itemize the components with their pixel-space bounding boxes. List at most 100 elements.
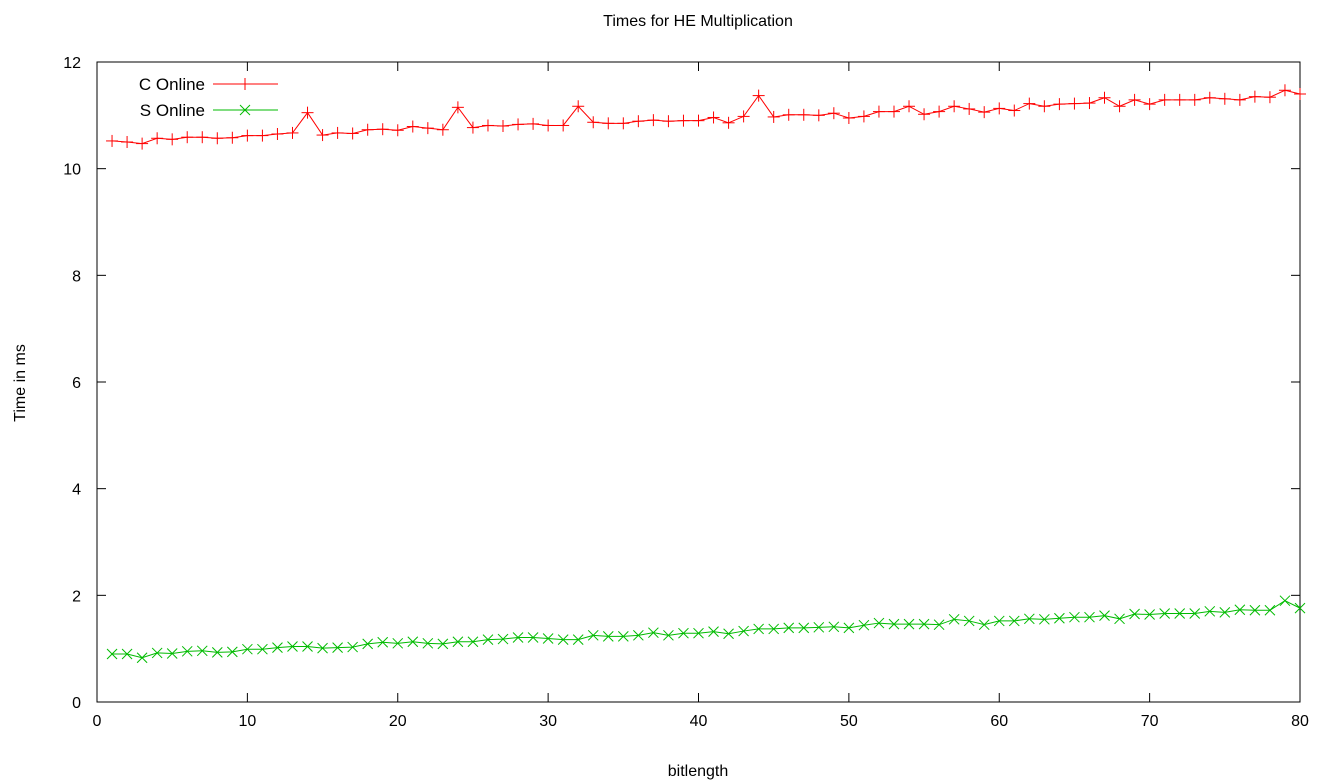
data-point-s-online (708, 626, 719, 637)
data-point-s-online (1219, 607, 1231, 618)
y-tick-label: 0 (72, 695, 81, 712)
data-point-c-online (827, 107, 840, 120)
data-point-c-online (557, 119, 570, 132)
data-point-s-online (933, 619, 945, 631)
data-point-c-online (707, 111, 720, 124)
data-point-c-online (978, 106, 991, 119)
data-point-c-online (211, 132, 224, 145)
data-point-c-online (752, 89, 765, 102)
data-point-c-online (376, 123, 389, 136)
y-tick-label: 12 (63, 55, 81, 72)
data-point-c-online (331, 126, 344, 139)
data-point-s-online (106, 648, 118, 660)
data-point-c-online (963, 102, 976, 115)
data-point-c-online (512, 118, 525, 131)
data-point-s-online (1008, 615, 1020, 627)
y-tick-label: 2 (72, 588, 81, 605)
data-point-s-online (768, 623, 780, 635)
data-point-s-online (678, 627, 689, 639)
legend-marker-c-online (239, 78, 251, 90)
data-point-c-online (226, 131, 239, 144)
ticks-layer: 0 10 20 30 40 50 60 70 80 0 2 4 6 8 10 12 (63, 55, 1309, 730)
data-point-c-online (1294, 88, 1306, 100)
data-point-s-online (226, 646, 238, 658)
data-point-s-online (557, 634, 569, 645)
data-point-c-online (1173, 93, 1186, 106)
legend-marker-s-online (239, 104, 251, 116)
data-point-s-online (738, 625, 749, 637)
data-point-c-online (256, 129, 269, 142)
data-point-s-online (723, 628, 734, 640)
data-point-c-online (1203, 91, 1216, 104)
data-point-s-online (753, 623, 765, 635)
x-tick-label: 20 (389, 713, 407, 730)
data-point-c-online (271, 128, 284, 140)
data-point-c-online (692, 114, 705, 127)
data-point-c-online (136, 137, 149, 150)
data-point-c-online (1083, 97, 1096, 110)
data-point-c-online (391, 124, 404, 137)
data-point-c-online (1053, 98, 1066, 111)
data-point-s-online (1159, 608, 1171, 619)
legend-label-c-online: C Online (139, 75, 205, 94)
data-point-s-online (482, 634, 494, 645)
data-point-s-online (1054, 612, 1065, 624)
data-point-s-online (332, 642, 343, 653)
data-point-c-online (497, 120, 510, 132)
data-point-s-online (121, 648, 133, 660)
data-point-s-online (648, 627, 659, 639)
data-point-c-online (181, 131, 194, 144)
data-point-s-online (196, 645, 208, 657)
data-point-s-online (693, 627, 704, 639)
data-point-s-online (903, 618, 915, 630)
data-point-c-online (451, 101, 464, 114)
data-point-c-online (617, 117, 630, 130)
data-point-s-online (888, 618, 900, 630)
data-point-s-online (136, 652, 148, 664)
y-tick-label: 8 (72, 268, 81, 285)
data-point-s-online (1069, 611, 1080, 623)
data-point-c-online (782, 108, 795, 121)
data-point-s-online (392, 637, 404, 649)
x-tick-label: 0 (93, 713, 102, 730)
data-point-c-online (572, 100, 585, 113)
data-point-c-online (527, 117, 540, 130)
data-point-c-online (1113, 100, 1126, 113)
data-point-c-online (1023, 97, 1036, 110)
data-point-s-online (377, 636, 389, 648)
data-point-s-online (1174, 608, 1186, 619)
x-tick-label: 10 (238, 713, 256, 730)
y-axis-label: Time in ms (12, 344, 29, 422)
data-point-s-online (873, 617, 885, 629)
data-point-s-online (527, 632, 539, 643)
data-point-c-online (812, 109, 825, 122)
data-point-c-online (933, 105, 946, 118)
data-point-s-online (302, 641, 313, 652)
x-tick-label: 40 (690, 713, 708, 730)
data-point-c-online (121, 136, 134, 148)
data-point-s-online (542, 633, 554, 644)
data-point-s-online (798, 622, 810, 634)
data-point-c-online (1143, 98, 1156, 111)
data-point-s-online (497, 633, 509, 645)
data-point-s-online (632, 629, 644, 641)
data-point-c-online (677, 114, 690, 127)
data-point-c-online (948, 100, 961, 113)
data-point-s-online (1204, 605, 1216, 617)
x-tick-label: 70 (1141, 713, 1159, 730)
x-tick-label: 60 (990, 713, 1008, 730)
data-point-c-online (106, 134, 119, 147)
data-point-c-online (587, 116, 600, 129)
data-point-s-online (151, 647, 163, 659)
data-point-s-online (1039, 613, 1050, 625)
data-point-c-online (421, 122, 434, 135)
data-point-c-online (918, 108, 931, 121)
data-point-s-online (1249, 604, 1261, 616)
y-tick-label: 10 (63, 162, 81, 179)
data-point-c-online (647, 114, 660, 127)
data-point-c-online (406, 120, 419, 133)
data-point-s-online (467, 636, 479, 648)
data-point-c-online (1233, 93, 1246, 106)
data-point-c-online (1008, 104, 1021, 117)
